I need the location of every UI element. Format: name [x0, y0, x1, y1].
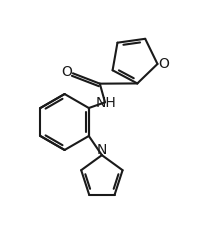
Text: N: N [97, 143, 107, 157]
Text: O: O [62, 65, 72, 79]
Text: NH: NH [96, 96, 116, 110]
Text: O: O [158, 57, 169, 71]
